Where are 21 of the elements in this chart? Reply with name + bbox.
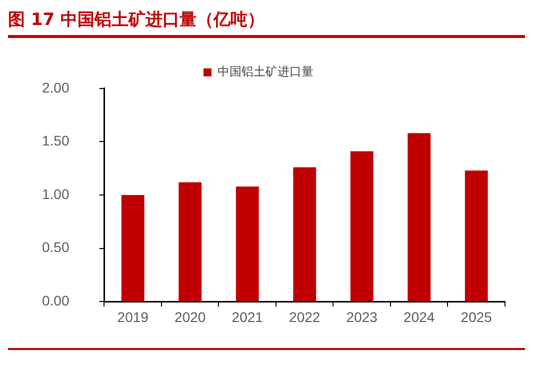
bar — [121, 195, 144, 302]
x-tick-label: 2019 — [117, 308, 149, 325]
bar — [408, 133, 431, 302]
x-tick-label: 2022 — [289, 308, 320, 325]
x-tick-label: 2024 — [404, 308, 435, 325]
y-tick-label: 0.50 — [42, 239, 70, 256]
y-tick-label: 2.00 — [42, 79, 70, 96]
x-tick-label: 2021 — [232, 308, 264, 325]
legend-label: 中国铝土矿进口量 — [218, 64, 314, 79]
y-tick-label: 1.50 — [42, 132, 70, 149]
bar — [293, 167, 316, 302]
chart-title: 图 17 中国铝土矿进口量（亿吨） — [8, 8, 525, 38]
x-tick-label: 2025 — [460, 308, 492, 325]
y-tick-label: 1.00 — [42, 186, 70, 202]
y-tick-label: 0.00 — [42, 292, 70, 308]
x-tick-label: 2020 — [174, 308, 206, 325]
bar — [350, 151, 374, 302]
bar — [464, 170, 488, 302]
x-tick-label: 2023 — [346, 308, 378, 325]
bar — [236, 186, 259, 302]
bar — [178, 182, 202, 302]
